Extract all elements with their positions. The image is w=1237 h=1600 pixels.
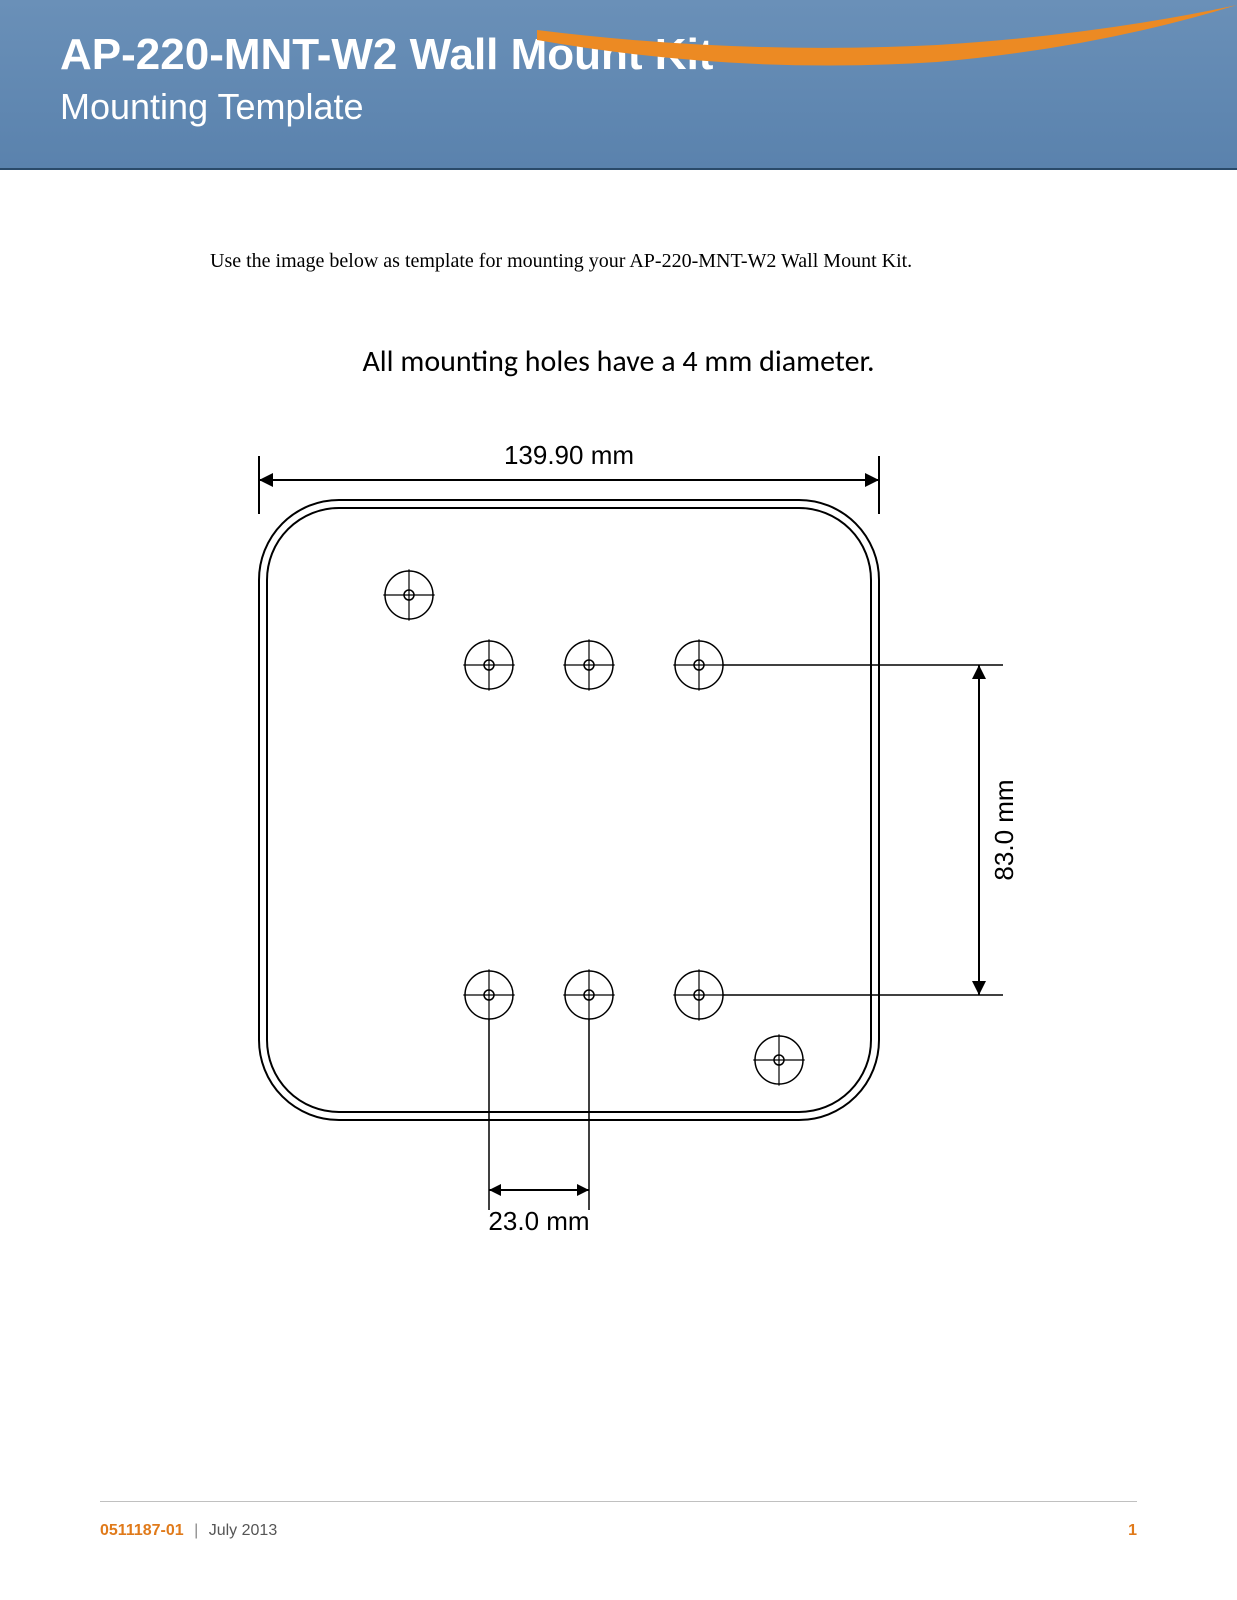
page-number: 1 bbox=[1128, 1522, 1137, 1540]
footer-separator: | bbox=[194, 1522, 198, 1539]
instruction-text: Use the image below as template for moun… bbox=[210, 250, 1137, 273]
page-title: AP-220-MNT-W2 Wall Mount Kit bbox=[60, 30, 1177, 80]
svg-text:139.90 mm: 139.90 mm bbox=[503, 440, 633, 470]
page-header: AP-220-MNT-W2 Wall Mount Kit Mounting Te… bbox=[0, 0, 1237, 170]
page-footer: 0511187-01 | July 2013 1 bbox=[100, 1501, 1137, 1540]
mounting-diagram: 139.90 mm 83.0 mm 23.0 mm bbox=[169, 420, 1069, 1270]
doc-number: 0511187-01 bbox=[100, 1522, 184, 1539]
diagram-container: 139.90 mm 83.0 mm 23.0 mm bbox=[100, 420, 1137, 1270]
svg-text:83.0 mm: 83.0 mm bbox=[989, 779, 1019, 880]
footer-date: July 2013 bbox=[209, 1522, 278, 1539]
footer-left: 0511187-01 | July 2013 bbox=[100, 1522, 277, 1540]
page-subtitle: Mounting Template bbox=[60, 86, 1177, 128]
diameter-note: All mounting holes have a 4 mm diameter. bbox=[100, 343, 1137, 380]
content-area: Use the image below as template for moun… bbox=[0, 170, 1237, 1310]
svg-text:23.0 mm: 23.0 mm bbox=[488, 1206, 589, 1236]
